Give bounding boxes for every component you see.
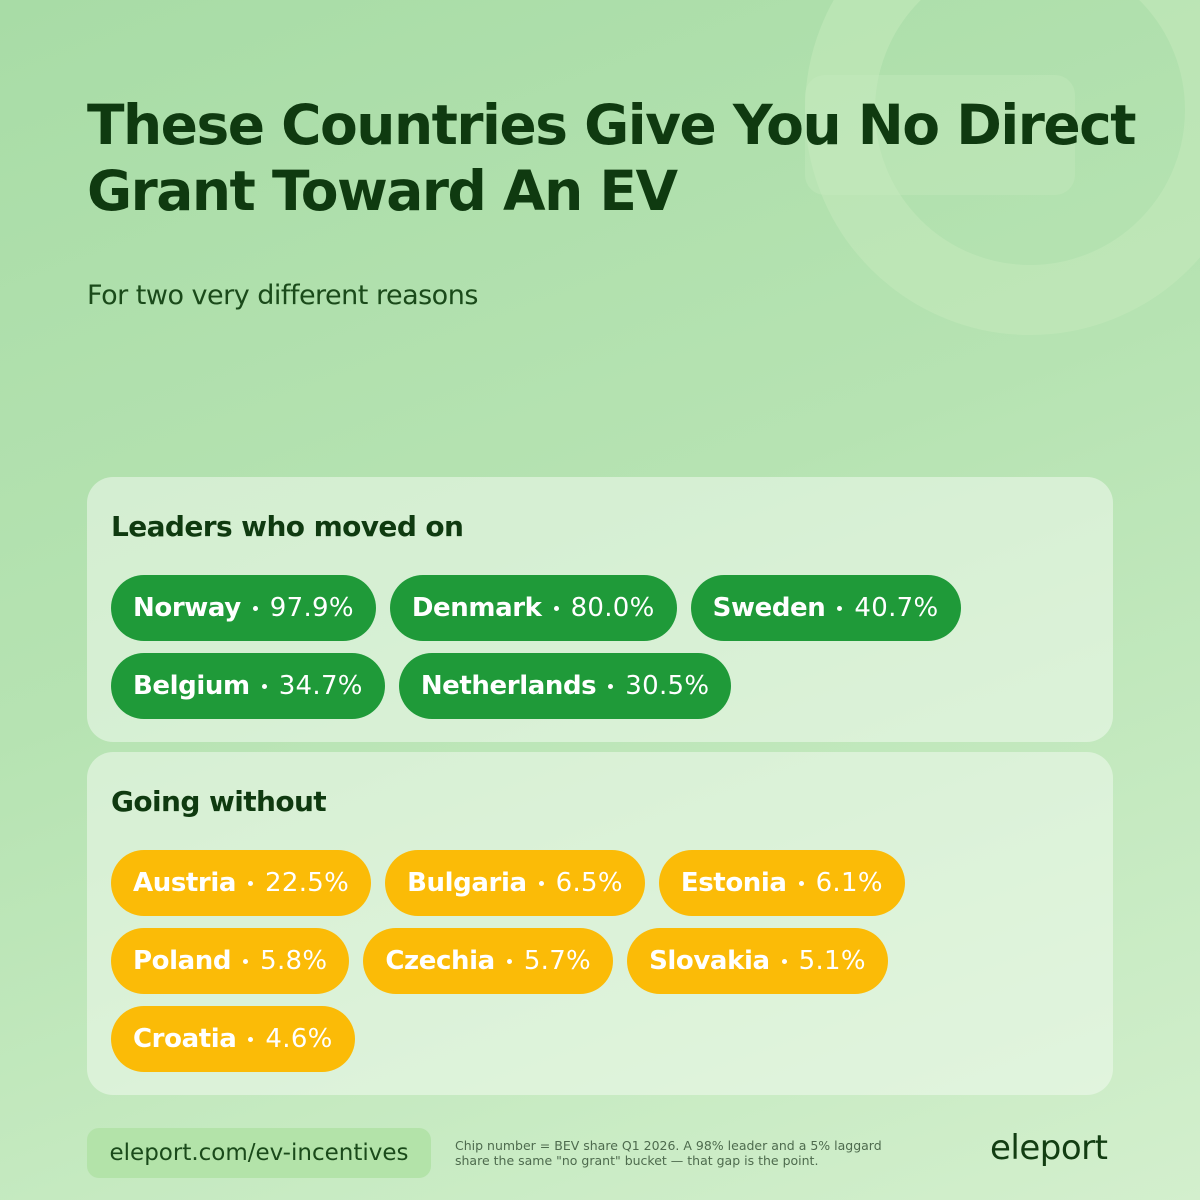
country: Croatia <box>133 1024 237 1054</box>
chip-list: Norway 97.9% Denmark 80.0% Sweden 40.7% Belgiu… <box>111 575 1089 719</box>
group-card: Leaders who moved on Norway 97.9% Denmark 80… <box>87 477 1113 742</box>
footnote: Chip number = BEV share Q1 2026. A 98% l… <box>455 1138 882 1168</box>
bev-share: 4.6% <box>265 1024 333 1054</box>
bev-share: 5.1% <box>798 946 866 976</box>
group-heading: Leaders who moved on <box>111 510 464 543</box>
chip: Poland 5.8% <box>111 928 350 994</box>
deco-shape <box>805 75 1075 195</box>
bev-share: 5.8% <box>260 946 328 976</box>
separator-dot <box>243 958 249 964</box>
chip: Sweden 40.7% <box>690 575 961 641</box>
bev-share: 6.1% <box>815 868 883 898</box>
separator-dot <box>553 605 559 611</box>
chip: Estonia 6.1% <box>658 850 905 916</box>
separator-dot <box>781 958 787 964</box>
separator-dot <box>248 880 254 886</box>
footnote-line: share the same "no grant" bucket — that … <box>455 1153 819 1168</box>
separator-dot <box>261 683 267 689</box>
country: Estonia <box>680 868 787 898</box>
separator-dot <box>506 958 512 964</box>
chip: Netherlands 30.5% <box>398 653 732 719</box>
chip: Belgium 34.7% <box>111 653 385 719</box>
chip-list: Austria 22.5% Bulgaria 6.5% Estonia 6.1% Polan… <box>111 850 1089 1072</box>
footnote-line: Chip number = BEV share Q1 2026. A 98% l… <box>455 1138 882 1153</box>
separator-dot <box>798 880 804 886</box>
country: Poland <box>133 946 232 976</box>
chip: Austria 22.5% <box>111 850 372 916</box>
separator-dot <box>837 605 843 611</box>
country: Denmark <box>411 593 542 623</box>
subtitle: For two very different reasons <box>87 280 478 311</box>
chip: Norway 97.9% <box>111 575 376 641</box>
separator-dot <box>252 605 258 611</box>
chip: Bulgaria 6.5% <box>385 850 645 916</box>
chip: Denmark 80.0% <box>389 575 677 641</box>
decoration <box>805 0 1200 335</box>
country: Sweden <box>712 593 826 623</box>
bev-share: 22.5% <box>265 868 350 898</box>
country: Bulgaria <box>407 868 527 898</box>
bev-share: 40.7% <box>854 593 939 623</box>
country: Czechia <box>385 946 495 976</box>
chip: Slovakia 5.1% <box>627 928 888 994</box>
bev-share: 97.9% <box>269 593 354 623</box>
separator-dot <box>538 880 544 886</box>
separator-dot <box>248 1036 254 1042</box>
link[interactable]: eleport.com/ev-incentives <box>87 1128 431 1178</box>
logo: eleport <box>990 1128 1108 1168</box>
deco-ring <box>805 0 1200 335</box>
bev-share: 30.5% <box>625 671 710 701</box>
country: Norway <box>133 593 241 623</box>
group-card: Going without Austria 22.5% Bulgaria 6.5% Est… <box>87 752 1113 1095</box>
country: Netherlands <box>420 671 597 701</box>
bev-share: 80.0% <box>570 593 655 623</box>
chip: Czechia 5.7% <box>363 928 614 994</box>
bev-share: 34.7% <box>278 671 363 701</box>
country: Slovakia <box>649 946 770 976</box>
country: Austria <box>133 868 237 898</box>
bev-share: 6.5% <box>555 868 623 898</box>
chip: Croatia 4.6% <box>111 1006 355 1072</box>
separator-dot <box>608 683 614 689</box>
country: Belgium <box>133 671 250 701</box>
group-heading: Going without <box>111 785 327 818</box>
title: These Countries Give You No Direct Grant… <box>87 93 1137 223</box>
bev-share: 5.7% <box>523 946 592 976</box>
